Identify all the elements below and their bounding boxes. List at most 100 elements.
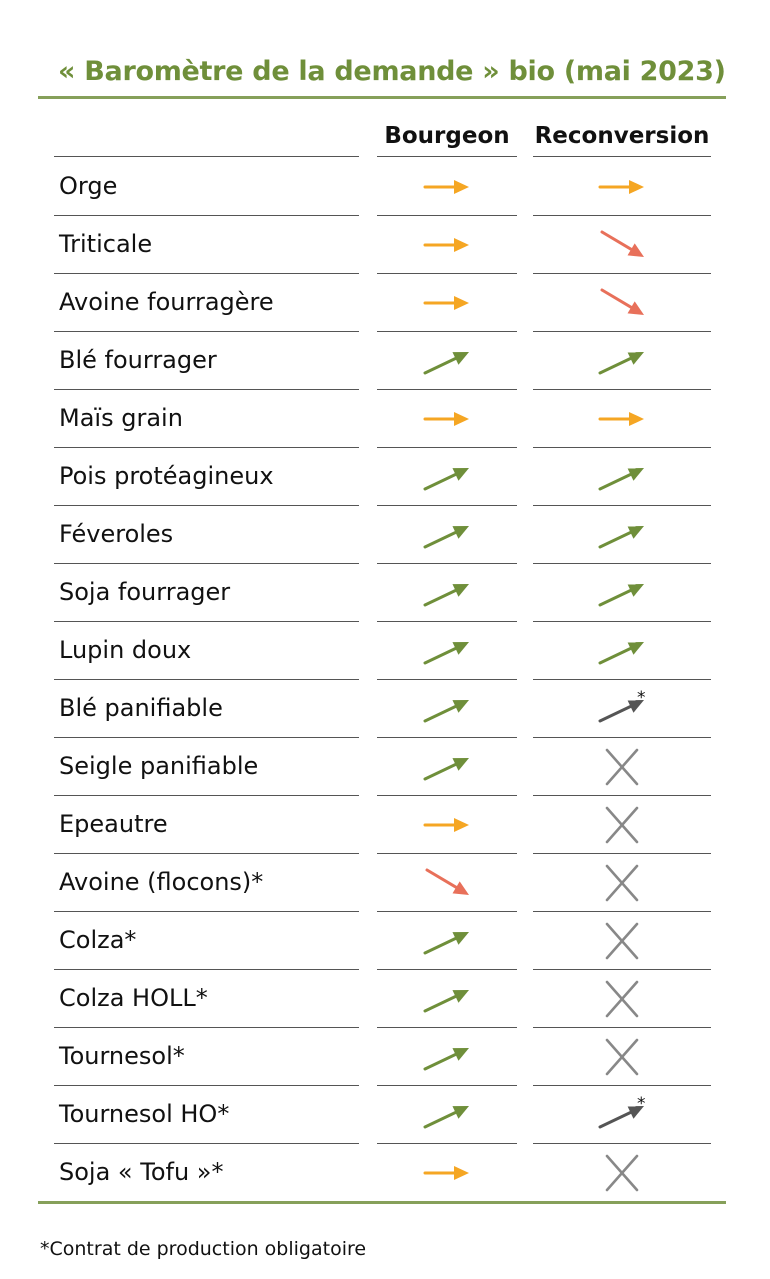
bourgeon-cell bbox=[377, 1028, 517, 1085]
row-divider bbox=[54, 969, 359, 970]
title-rule bbox=[38, 96, 726, 99]
row-label: Tournesol HO* bbox=[59, 1100, 230, 1128]
row-divider bbox=[54, 273, 359, 274]
reconversion-cell bbox=[533, 564, 711, 621]
row-divider bbox=[533, 679, 711, 680]
reconversion-cell: * bbox=[533, 680, 711, 737]
row-label: Maïs grain bbox=[59, 404, 183, 432]
reconversion-cell bbox=[533, 738, 711, 795]
table-row: Féveroles bbox=[0, 506, 770, 564]
reconversion-cell bbox=[533, 274, 711, 331]
row-divider bbox=[377, 795, 517, 796]
row-divider bbox=[377, 621, 517, 622]
row-divider bbox=[377, 679, 517, 680]
row-label: Blé fourrager bbox=[59, 346, 217, 374]
table-row: Blé panifiable * bbox=[0, 680, 770, 738]
bourgeon-cell bbox=[377, 332, 517, 389]
row-label: Avoine (flocons)* bbox=[59, 868, 264, 896]
table-row: Blé fourrager bbox=[0, 332, 770, 390]
row-label: Soja « Tofu »* bbox=[59, 1158, 224, 1186]
reconversion-cell bbox=[533, 970, 711, 1027]
bourgeon-cell bbox=[377, 274, 517, 331]
row-divider bbox=[533, 563, 711, 564]
bourgeon-cell bbox=[377, 564, 517, 621]
table-row: Tournesol HO* * bbox=[0, 1086, 770, 1144]
row-divider bbox=[533, 505, 711, 506]
table-bottom-rule bbox=[38, 1201, 726, 1204]
row-divider bbox=[54, 911, 359, 912]
row-divider bbox=[377, 1143, 517, 1144]
bourgeon-cell bbox=[377, 796, 517, 853]
row-label: Orge bbox=[59, 172, 118, 200]
row-divider bbox=[533, 621, 711, 622]
row-divider bbox=[377, 215, 517, 216]
row-divider bbox=[54, 389, 359, 390]
row-label: Soja fourrager bbox=[59, 578, 231, 606]
table-row: Orge bbox=[0, 158, 770, 216]
row-label: Blé panifiable bbox=[59, 694, 223, 722]
table-row: Seigle panifiable bbox=[0, 738, 770, 796]
reconversion-cell bbox=[533, 158, 711, 215]
reconversion-cell bbox=[533, 1028, 711, 1085]
header-divider bbox=[533, 156, 711, 157]
bourgeon-cell bbox=[377, 1144, 517, 1201]
bourgeon-cell bbox=[377, 448, 517, 505]
row-divider bbox=[533, 389, 711, 390]
reconversion-cell: * bbox=[533, 1086, 711, 1143]
bourgeon-cell bbox=[377, 912, 517, 969]
row-divider bbox=[54, 215, 359, 216]
row-divider bbox=[54, 1085, 359, 1086]
reconversion-cell bbox=[533, 796, 711, 853]
row-divider bbox=[533, 1027, 711, 1028]
row-divider bbox=[54, 1027, 359, 1028]
row-label: Avoine fourragère bbox=[59, 288, 274, 316]
row-divider bbox=[54, 621, 359, 622]
reconversion-cell bbox=[533, 912, 711, 969]
table-row: Epeautre bbox=[0, 796, 770, 854]
row-divider bbox=[533, 911, 711, 912]
contract-asterisk: * bbox=[637, 688, 646, 708]
bourgeon-cell bbox=[377, 1086, 517, 1143]
table-row: Triticale bbox=[0, 216, 770, 274]
table-row: Pois protéagineux bbox=[0, 448, 770, 506]
row-divider bbox=[377, 331, 517, 332]
row-divider bbox=[377, 505, 517, 506]
row-divider bbox=[533, 853, 711, 854]
row-label: Epeautre bbox=[59, 810, 168, 838]
row-divider bbox=[54, 563, 359, 564]
reconversion-cell bbox=[533, 1144, 711, 1201]
table-row: Avoine fourragère bbox=[0, 274, 770, 332]
row-divider bbox=[54, 447, 359, 448]
header-divider bbox=[54, 156, 359, 157]
row-divider bbox=[533, 795, 711, 796]
page-title: « Baromètre de la demande » bio (mai 202… bbox=[58, 56, 726, 87]
row-divider bbox=[54, 1143, 359, 1144]
table-row: Avoine (flocons)* bbox=[0, 854, 770, 912]
row-divider bbox=[533, 969, 711, 970]
reconversion-cell bbox=[533, 854, 711, 911]
row-divider bbox=[54, 331, 359, 332]
row-divider bbox=[54, 853, 359, 854]
table-row: Colza* bbox=[0, 912, 770, 970]
row-divider bbox=[533, 1143, 711, 1144]
row-label: Colza HOLL* bbox=[59, 984, 208, 1012]
row-divider bbox=[533, 1085, 711, 1086]
row-divider bbox=[533, 215, 711, 216]
footnote: *Contrat de production obligatoire bbox=[40, 1238, 367, 1260]
contract-asterisk: * bbox=[637, 1094, 646, 1114]
row-divider bbox=[533, 273, 711, 274]
row-divider bbox=[533, 447, 711, 448]
row-divider bbox=[377, 447, 517, 448]
reconversion-cell bbox=[533, 506, 711, 563]
row-divider bbox=[377, 969, 517, 970]
row-divider bbox=[377, 737, 517, 738]
row-divider bbox=[377, 563, 517, 564]
table-row: Maïs grain bbox=[0, 390, 770, 448]
row-divider bbox=[533, 737, 711, 738]
row-divider bbox=[54, 679, 359, 680]
reconversion-cell bbox=[533, 332, 711, 389]
table-row: Tournesol* bbox=[0, 1028, 770, 1086]
row-divider bbox=[54, 505, 359, 506]
row-label: Féveroles bbox=[59, 520, 174, 548]
row-label: Triticale bbox=[59, 230, 153, 258]
